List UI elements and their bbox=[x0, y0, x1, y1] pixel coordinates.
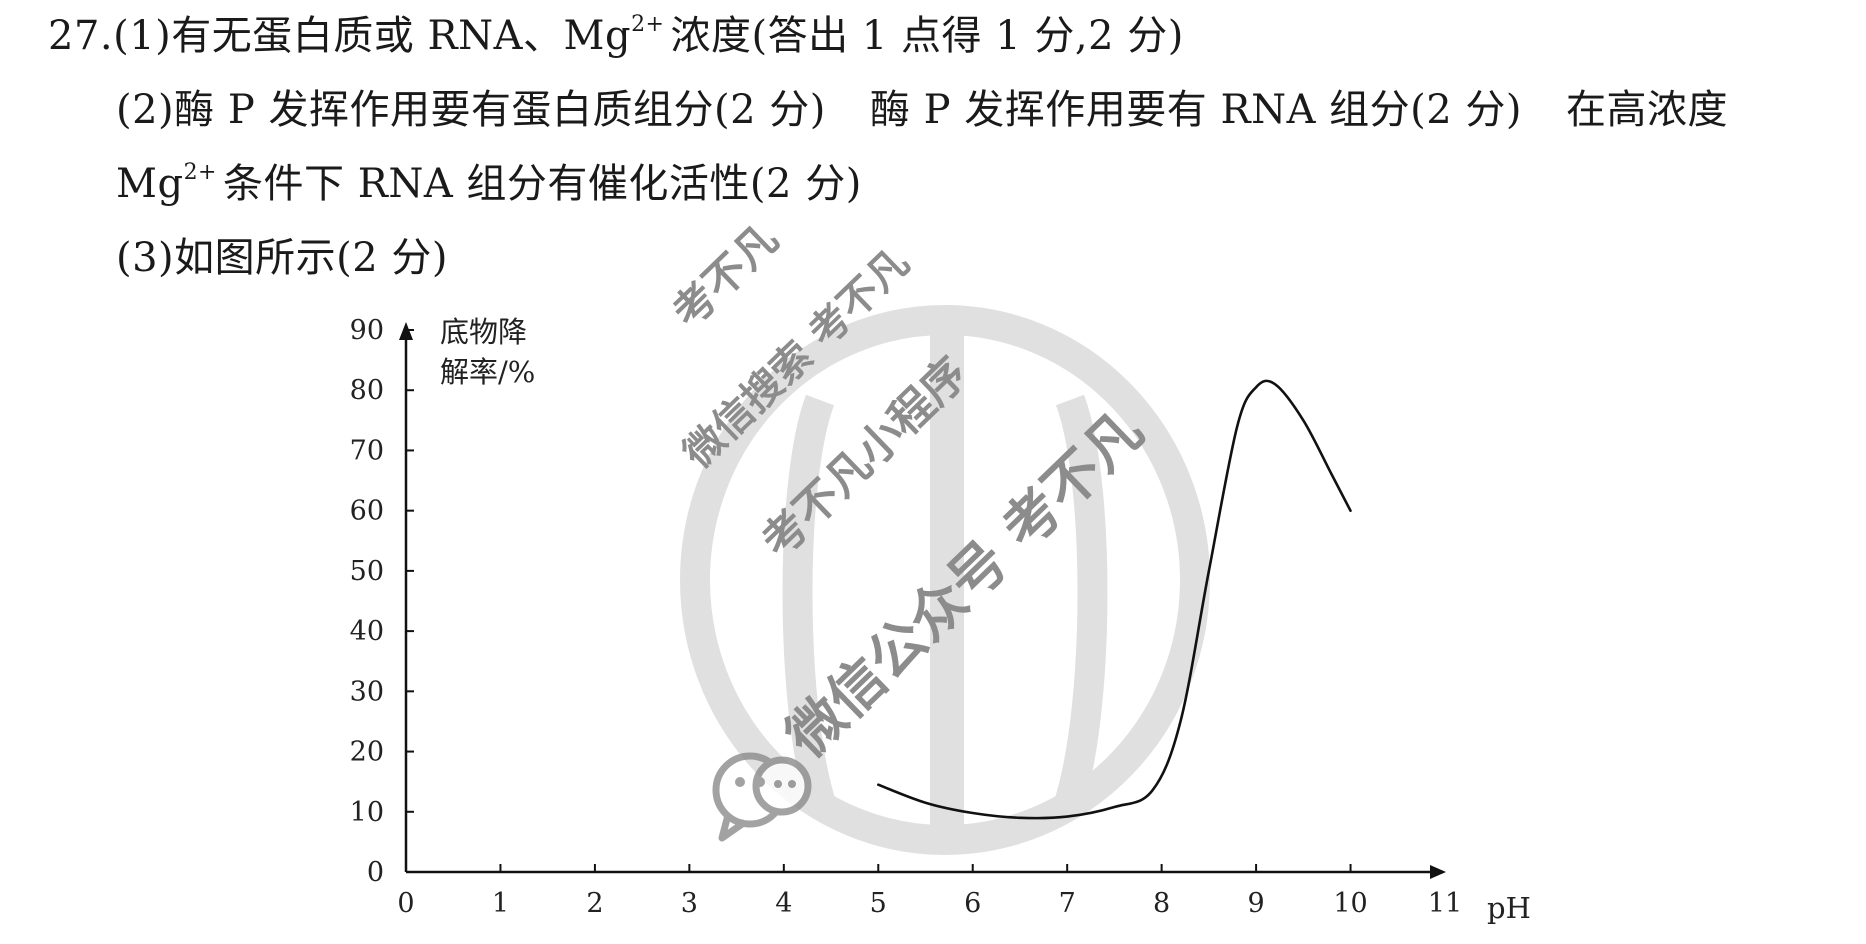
x-tick-label: 0 bbox=[397, 888, 414, 919]
x-tick-label: 3 bbox=[681, 888, 698, 919]
answer-2-segment-1: (2)酶 P 发挥作用要有蛋白质组分(2 分) bbox=[116, 87, 826, 133]
x-tick-label: 4 bbox=[775, 888, 792, 919]
chart-series bbox=[877, 379, 1352, 820]
x-tick-label: 1 bbox=[492, 888, 509, 919]
wechat-icon bbox=[712, 752, 812, 842]
x-tick-label: 2 bbox=[586, 888, 603, 919]
answer-line-3: Mg2+ 条件下 RNA 组分有催化活性(2 分) bbox=[116, 160, 862, 208]
x-tick-label: 6 bbox=[964, 888, 981, 919]
x-axis-ticks: 0 1 2 3 4 5 6 7 8 9 10 11 bbox=[397, 864, 1462, 919]
answer-2-segment-2: 酶 P 发挥作用要有 RNA 组分(2 分) bbox=[869, 87, 1523, 133]
y-axis-label-line-2: 解率/% bbox=[440, 355, 535, 389]
y-tick-label: 30 bbox=[350, 676, 384, 707]
answer-1-suffix: 浓度(答出 1 点得 1 分,2 分) bbox=[670, 13, 1184, 59]
x-tick-label: 11 bbox=[1428, 888, 1462, 919]
answer-1-superscript: 2+ bbox=[631, 12, 665, 37]
answer-1-prefix: 27.(1)有无蛋白质或 RNA、Mg bbox=[48, 13, 632, 59]
x-axis-arrow bbox=[1430, 865, 1446, 879]
x-tick-label: 10 bbox=[1333, 888, 1367, 919]
y-tick-label: 50 bbox=[350, 556, 384, 587]
series-line bbox=[877, 379, 1352, 820]
watermark-text: 考不凡 bbox=[663, 214, 788, 337]
y-tick-label: 70 bbox=[350, 435, 384, 466]
x-tick-label: 5 bbox=[870, 888, 887, 919]
answer-line-4: (3)如图所示(2 分) bbox=[116, 234, 448, 282]
y-tick-label: 20 bbox=[350, 737, 384, 768]
y-tick-label: 40 bbox=[350, 616, 384, 647]
y-axis-ticks: 0 10 20 30 40 50 60 70 80 90 bbox=[350, 315, 414, 888]
answer-3-prefix: Mg bbox=[116, 161, 184, 207]
answer-4-text: (3)如图所示(2 分) bbox=[116, 235, 449, 281]
x-tick-label: 7 bbox=[1059, 888, 1076, 919]
answer-3-suffix: 条件下 RNA 组分有催化活性(2 分) bbox=[223, 161, 862, 207]
y-tick-label: 0 bbox=[367, 857, 384, 888]
y-axis-label-line-1: 底物降 bbox=[440, 315, 527, 349]
answer-2-segment-3: 在高浓度 bbox=[1566, 87, 1729, 133]
answer-line-2: (2)酶 P 发挥作用要有蛋白质组分(2 分) 酶 P 发挥作用要有 RNA 组分… bbox=[116, 86, 1728, 134]
answer-3-superscript: 2+ bbox=[183, 160, 217, 185]
y-tick-label: 10 bbox=[350, 797, 384, 828]
x-axis-label: pH bbox=[1487, 891, 1531, 925]
y-tick-label: 60 bbox=[350, 496, 384, 527]
x-tick-label: 9 bbox=[1247, 888, 1264, 919]
x-tick-label: 8 bbox=[1153, 888, 1170, 919]
y-tick-label: 90 bbox=[350, 315, 384, 346]
answer-line-1: 27.(1)有无蛋白质或 RNA、Mg2+ 浓度(答出 1 点得 1 分,2 分) bbox=[48, 12, 1184, 60]
y-tick-label: 80 bbox=[350, 375, 384, 406]
chart-axes bbox=[399, 322, 1446, 879]
watermark-emblem bbox=[680, 305, 1210, 855]
